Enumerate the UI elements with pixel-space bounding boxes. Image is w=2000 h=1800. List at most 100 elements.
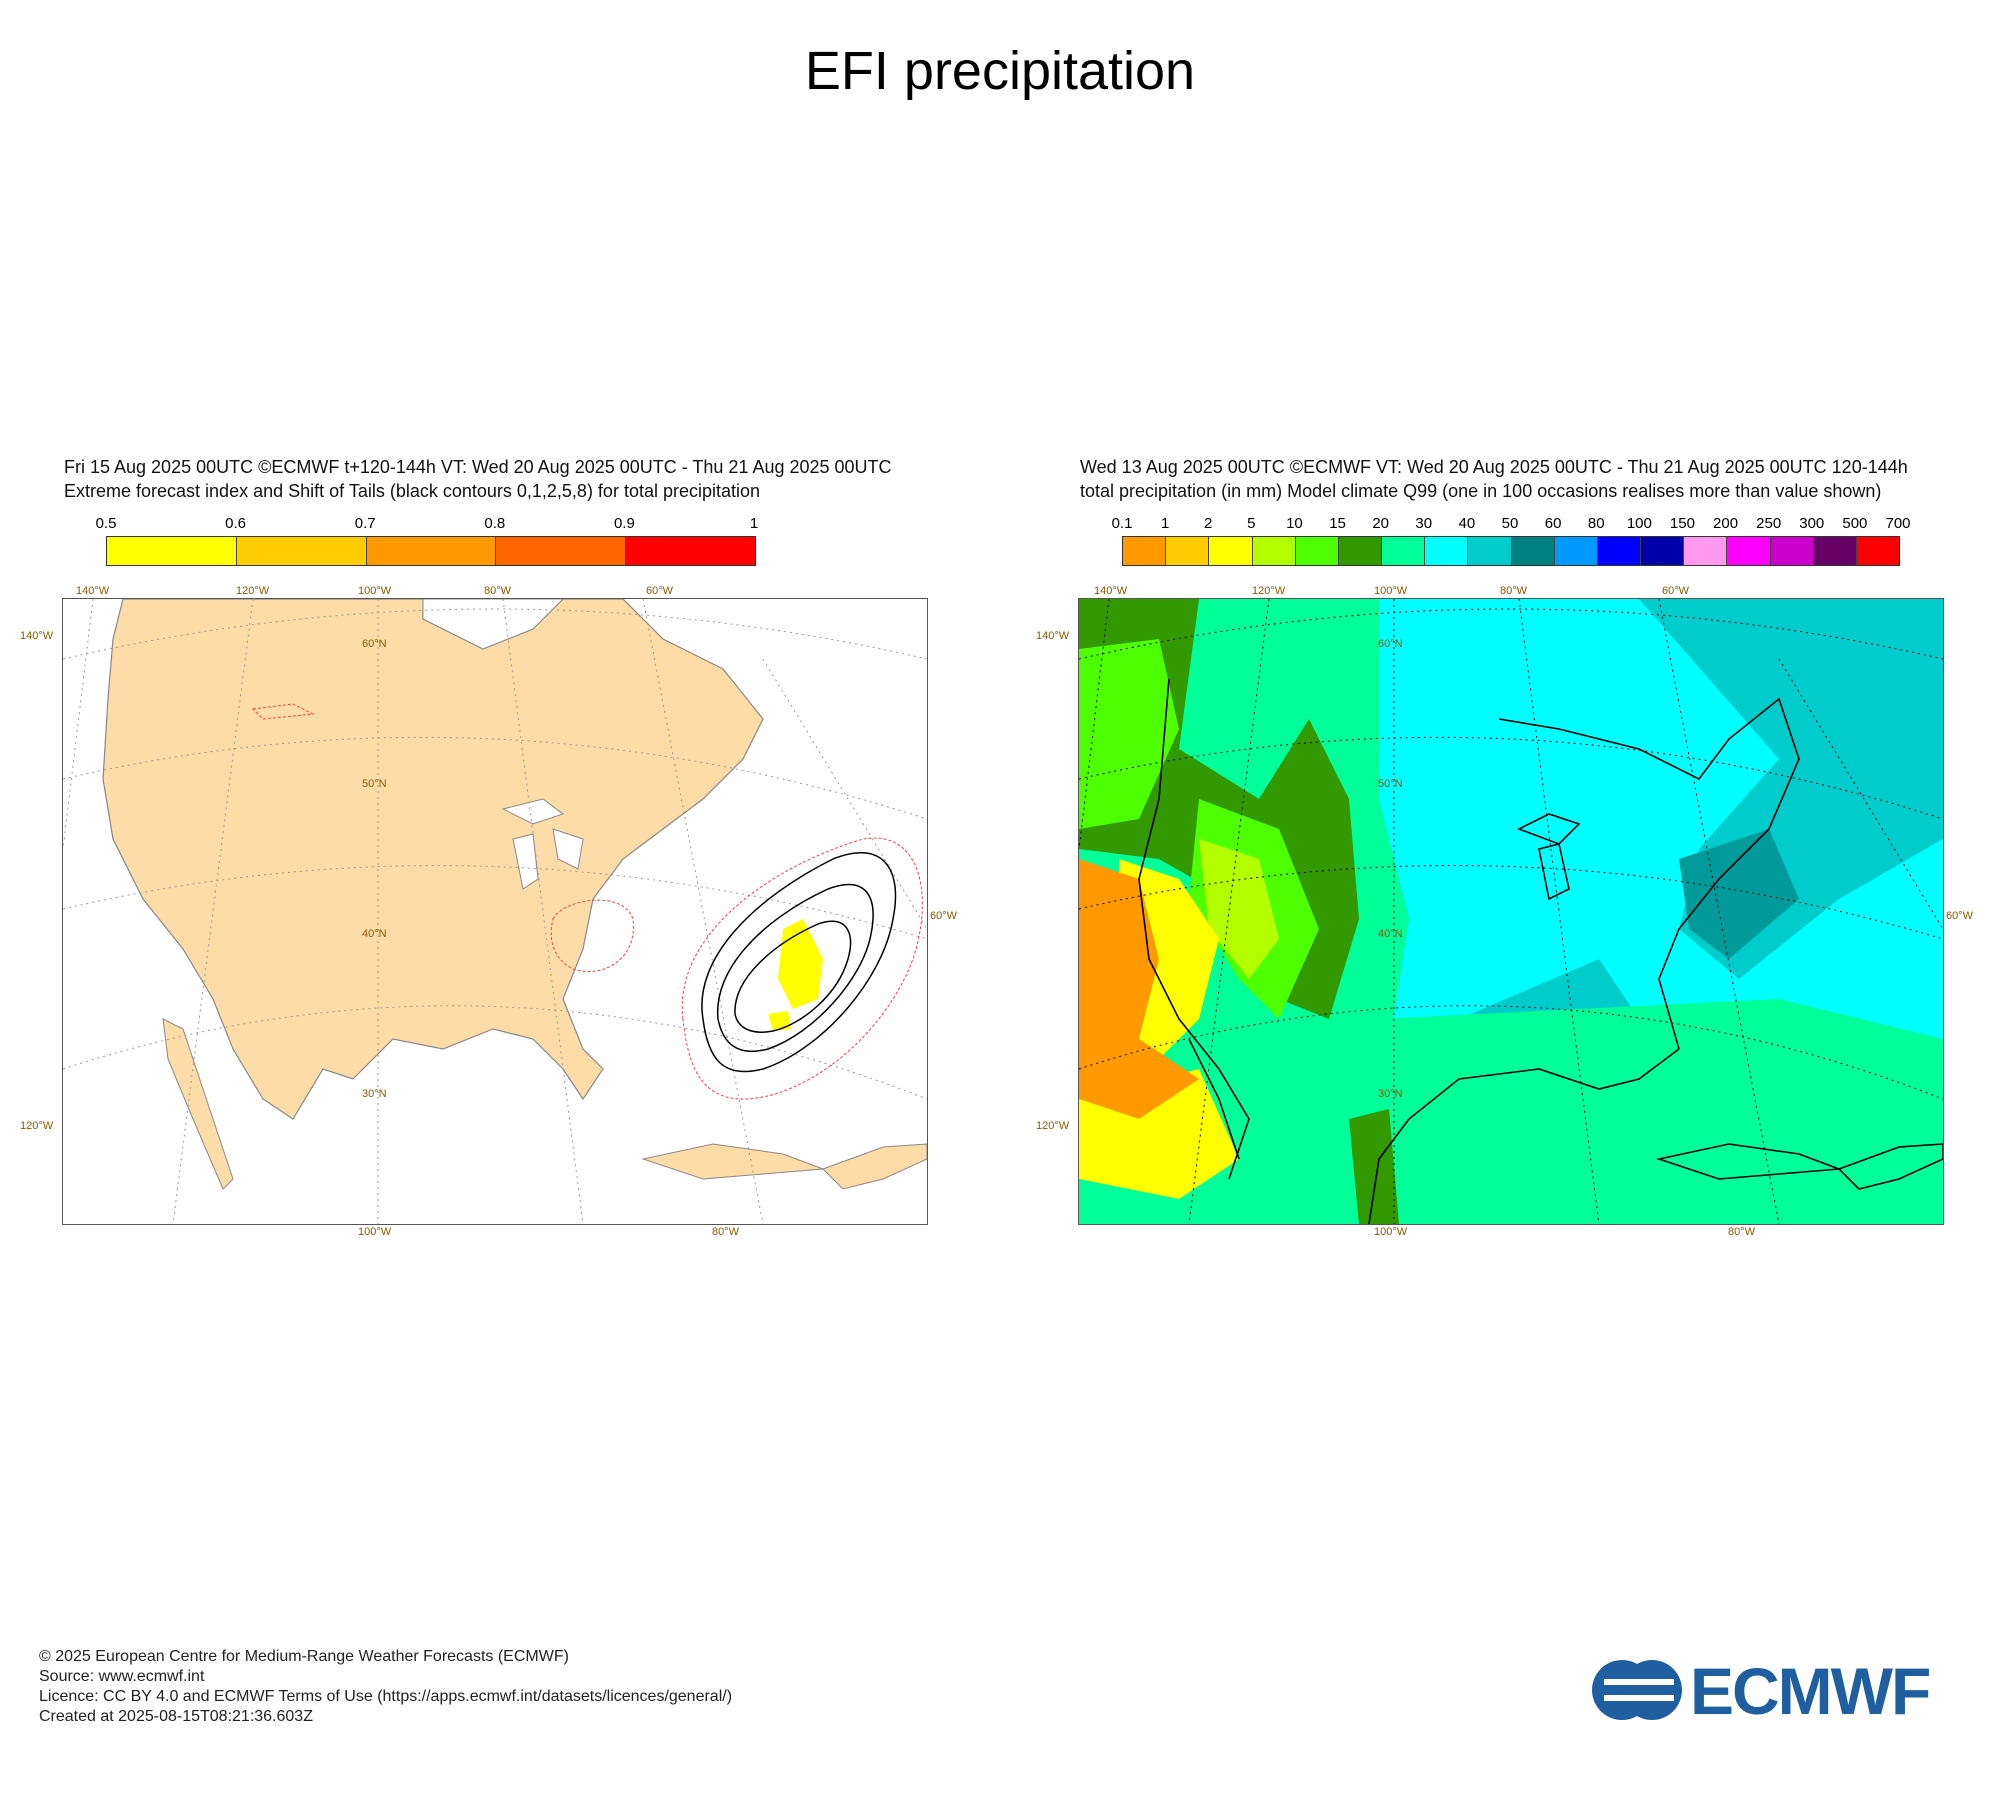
left-lon-label-top: 140°W bbox=[76, 585, 110, 597]
left-colorbar-tick-label: 0.7 bbox=[354, 515, 376, 532]
right-colorbar-tick-label: 0.1 bbox=[1111, 515, 1133, 532]
page-title: EFI precipitation bbox=[804, 41, 1196, 101]
footer-created: Created at 2025-08-15T08:21:36.603Z bbox=[39, 1708, 313, 1725]
left-map-canvas bbox=[63, 599, 927, 1224]
left-colorbar-tick-label: 1 bbox=[749, 515, 759, 532]
right-map bbox=[1078, 598, 1944, 1225]
left-colorbar-ticks: 0.5 0.6 0.7 0.8 0.9 1 bbox=[96, 515, 759, 535]
right-colorbar-tick-label: 300 bbox=[1799, 515, 1825, 532]
right-lon-label-bottom: 100°W bbox=[1374, 1226, 1408, 1238]
right-colorbar-tick-label: 30 bbox=[1415, 515, 1433, 532]
right-colorbar-tick-label: 200 bbox=[1713, 515, 1739, 532]
left-colorbar-segment bbox=[496, 537, 627, 565]
right-colorbar-tick-label: 250 bbox=[1756, 515, 1782, 532]
ecmwf-logo-icon bbox=[1592, 1660, 1682, 1720]
right-colorbar-tick-label: 2 bbox=[1204, 515, 1213, 532]
left-header-line1: Fri 15 Aug 2025 00UTC ©ECMWF t+120-144h … bbox=[64, 457, 892, 477]
right-colorbar-tick-label: 700 bbox=[1885, 515, 1911, 532]
right-colorbar-tick-label: 80 bbox=[1587, 515, 1605, 532]
right-lat-label-inner: 50°N bbox=[1378, 778, 1403, 790]
left-map-efi-contours bbox=[251, 703, 923, 1100]
right-colorbar-tick-label: 1 bbox=[1160, 515, 1170, 532]
right-colorbar-segment bbox=[1468, 537, 1512, 565]
left-lat-label-inner: 50°N bbox=[362, 778, 387, 790]
right-lon-label-top: 100°W bbox=[1374, 585, 1408, 597]
left-map-graticule bbox=[63, 599, 927, 1224]
left-lat-label-inner: 60°N bbox=[362, 638, 387, 650]
right-colorbar-segment bbox=[1166, 537, 1210, 565]
left-lat-label-left: 140°W bbox=[20, 630, 54, 642]
right-map-field-orange bbox=[1079, 859, 1199, 1119]
right-lat-label-right: 60°W bbox=[1946, 910, 1974, 922]
left-header-line2: Extreme forecast index and Shift of Tail… bbox=[64, 481, 761, 501]
left-colorbar bbox=[106, 536, 756, 566]
footer-copyright: © 2025 European Centre for Medium-Range … bbox=[39, 1648, 569, 1665]
right-colorbar-segment bbox=[1770, 537, 1814, 565]
left-colorbar-tick-label: 0.8 bbox=[484, 515, 506, 532]
right-map-graticule bbox=[1079, 599, 1943, 1224]
right-colorbar-segment bbox=[1511, 537, 1555, 565]
right-colorbar-tick-label: 150 bbox=[1669, 515, 1695, 532]
ecmwf-logo-text: ECMWF bbox=[1690, 1654, 1931, 1728]
left-lat-label-inner: 40°N bbox=[362, 928, 387, 940]
left-colorbar-tick-label: 0.9 bbox=[613, 515, 635, 532]
right-colorbar-tick-label: 100 bbox=[1626, 515, 1652, 532]
left-map-land bbox=[102, 599, 764, 1120]
right-map-field-teal bbox=[1459, 599, 1943, 1069]
right-colorbar-tick-label: 5 bbox=[1247, 515, 1256, 532]
right-colorbar-tick-label: 20 bbox=[1372, 515, 1389, 532]
left-colorbar-segment bbox=[626, 537, 755, 565]
right-colorbar-tick-label: 15 bbox=[1329, 515, 1346, 532]
left-map-efi-patch bbox=[768, 919, 823, 1031]
right-colorbar-segment bbox=[1382, 537, 1426, 565]
right-colorbar-tick-label: 50 bbox=[1501, 515, 1519, 532]
right-map-field-yellow-green bbox=[1199, 839, 1279, 979]
right-map-coastlines bbox=[1138, 678, 1943, 1224]
left-lat-label-left: 120°W bbox=[20, 1120, 54, 1132]
right-colorbar-segment bbox=[1641, 537, 1685, 565]
right-map-canvas bbox=[1079, 599, 1943, 1224]
left-lat-label-right: 60°W bbox=[930, 910, 958, 922]
left-lon-label-bottom: 100°W bbox=[358, 1226, 392, 1238]
left-colorbar-tick-label: 0.6 bbox=[225, 515, 247, 532]
right-colorbar-ticks: 0.1 1 2 5 10 15 20 30 40 50 60 80 100 150 200 250 300 500… bbox=[1112, 515, 1911, 535]
right-lat-label-left: 140°W bbox=[1036, 630, 1070, 642]
right-colorbar-segment bbox=[1209, 537, 1253, 565]
left-lon-label-top: 60°W bbox=[646, 585, 674, 597]
right-colorbar-segment bbox=[1727, 537, 1771, 565]
left-colorbar-segment bbox=[107, 537, 237, 565]
footer-source: Source: www.ecmwf.int bbox=[39, 1668, 205, 1685]
right-panel-header: Wed 13 Aug 2025 00UTC ©ECMWF VT: Wed 20 … bbox=[1080, 455, 1908, 503]
left-map bbox=[62, 598, 928, 1225]
right-lat-label-inner: 40°N bbox=[1378, 928, 1403, 940]
left-colorbar-segment bbox=[236, 537, 367, 565]
left-lon-label-top: 100°W bbox=[358, 585, 392, 597]
left-colorbar-segment bbox=[366, 537, 497, 565]
right-colorbar-tick-label: 10 bbox=[1286, 515, 1303, 532]
footer-licence: Licence: CC BY 4.0 and ECMWF Terms of Us… bbox=[39, 1688, 733, 1705]
right-colorbar-tick-label: 40 bbox=[1458, 515, 1476, 532]
right-lat-label-left: 120°W bbox=[1036, 1120, 1070, 1132]
right-colorbar-segment bbox=[1856, 537, 1900, 565]
right-header-line2: total precipitation (in mm) Model climat… bbox=[1080, 481, 1882, 501]
right-colorbar-segment bbox=[1295, 537, 1339, 565]
right-colorbar bbox=[1122, 536, 1900, 566]
right-lon-label-top: 120°W bbox=[1252, 585, 1286, 597]
right-colorbar-segment bbox=[1684, 537, 1728, 565]
left-map-great-lakes bbox=[501, 798, 584, 890]
right-colorbar-tick-label: 500 bbox=[1842, 515, 1868, 532]
right-lon-label-top: 60°W bbox=[1662, 585, 1690, 597]
right-lat-label-inner: 60°N bbox=[1378, 638, 1403, 650]
right-lon-label-top: 140°W bbox=[1094, 585, 1128, 597]
left-map-baja bbox=[162, 1018, 234, 1190]
right-lat-label-inner: 30°N bbox=[1378, 1088, 1403, 1100]
ecmwf-logo: ECMWF bbox=[1590, 1654, 1970, 1728]
right-colorbar-segment bbox=[1813, 537, 1857, 565]
right-colorbar-tick-label: 60 bbox=[1544, 515, 1562, 532]
right-header-line1: Wed 13 Aug 2025 00UTC ©ECMWF VT: Wed 20 … bbox=[1080, 457, 1908, 477]
left-lon-label-top: 80°W bbox=[484, 585, 512, 597]
right-colorbar-segment bbox=[1338, 537, 1383, 565]
right-colorbar-segment bbox=[1123, 537, 1167, 565]
footer: © 2025 European Centre for Medium-Range … bbox=[39, 1647, 732, 1727]
left-colorbar-tick-label: 0.5 bbox=[95, 515, 117, 532]
